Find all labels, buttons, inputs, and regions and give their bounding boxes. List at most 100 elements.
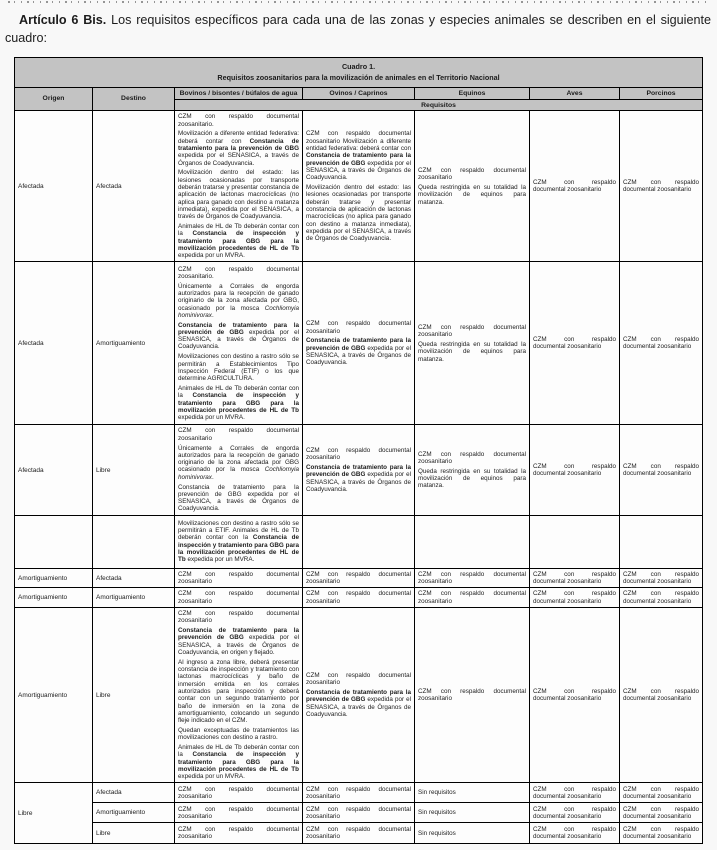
cell-ovinos: CZM con respaldo documental zoosanitario [302,802,415,824]
requirement-paragraph: CZM con respaldo documental zoosanitario [178,427,299,442]
table-row: Afectada Libre CZM con respaldo documental… [14,424,704,516]
column-header-destino: Destino [92,86,175,112]
cell-equinos: Sin requisitos [414,802,530,824]
cell-aves [529,514,620,569]
cell-aves: CZM con respaldo documental zoosanitario [529,424,620,516]
cell-destino: Amortiguamiento [92,261,175,426]
cell-equinos [414,514,530,569]
requirement-paragraph: Animales de HL de Tb deberán contar con … [178,743,300,781]
cell-aves: CZM con respaldo documental zoosanitario [529,587,620,608]
requirement-paragraph: CZM con respaldo documental zoosanitario [533,826,616,841]
requirement-paragraph: CZM con respaldo documental zoosanitario [623,785,700,800]
table-title-line2: Requisitos zoosanitarios para la moviliz… [217,73,500,83]
cell-aves: CZM con respaldo documental zoosanitario [529,782,620,804]
cell-porcinos: CZM con respaldo documental zoosanitario [618,587,704,608]
column-header-porcinos: Porcinos [618,86,704,101]
cell-equinos: CZM con respaldo documental zoosanitario [414,587,530,608]
cell-aves: CZM con respaldo documental zoosanitario [529,606,620,784]
requirement-paragraph: CZM con respaldo documental zoosanitario [178,785,299,800]
cell-ovinos: CZM con respaldo documental zoosanitario [302,567,415,589]
column-header-ovinos: Ovinos / Caprinos [302,86,415,101]
cell-origen: Libre [14,782,93,845]
requirement-paragraph: CZM con respaldo documental zoosanitario [418,166,526,182]
requirement-paragraph: CZM con respaldo documental zoosanitario [418,687,526,703]
requirement-paragraph: CZM con respaldo documental zoosanitario [533,570,616,586]
requirement-paragraph: Únicamente a Corrales de engorda autoriz… [178,444,299,481]
requisitos-table: Cuadro 1. Requisitos zoosanitarios para l… [13,56,704,845]
cell-bovinos: CZM con respaldo documental zoosanitario… [174,424,303,516]
cell-porcinos: CZM con respaldo documental zoosanitario [618,261,704,426]
cell-ovinos: CZM con respaldo documental zoosanitario [302,587,415,608]
requirement-paragraph: CZM con respaldo documental zoosanitario… [306,130,411,182]
cell-destino: Afectada [92,567,175,589]
requirement-paragraph: Animales de HL de Tb deberán contar con … [178,223,300,260]
table-row: Amortiguamiento Libre CZM con respaldo doc… [14,606,704,784]
cell-origen: Amortiguamiento [14,606,93,784]
requirement-paragraph: CZM con respaldo documental zoosanitario [178,826,299,841]
cell-equinos: CZM con respaldo documental zoosanitario… [414,424,530,516]
requirement-paragraph: Movilización dentro del estado: las lesi… [178,169,299,221]
requisitos-header-cell: Requisitos [173,99,704,112]
requirement-paragraph: Al ingreso a zona libre, deberá presenta… [178,658,299,725]
requirement-paragraph: CZM con respaldo documental zoosanitario [533,785,616,800]
requirement-paragraph: CZM con respaldo documental zoosanitario [418,450,526,465]
cell-destino: Libre [92,424,175,516]
requirement-paragraph: CZM con respaldo documental zoosanitario [623,687,700,703]
column-header-equinos: Equinos [414,86,530,101]
cell-ovinos: CZM con respaldo documental zoosanitario… [302,110,415,263]
requirement-paragraph: CZM con respaldo documental zoosanitario [418,570,526,586]
cell-ovinos: CZM con respaldo documental zoosanitario… [302,606,415,784]
cell-porcinos: CZM con respaldo documental zoosanitario [618,110,704,263]
column-header-row: Origen Destino Bovinos / bisontes / búfalo… [14,86,704,112]
cell-destino: Afectada [92,110,175,263]
table-row: Amortiguamiento CZM con respaldo document… [15,802,704,824]
cell-bovinos: CZM con respaldo documental zoosanitario… [174,606,303,784]
cell-bovinos: Movilizaciones con destino a rastro sólo… [174,514,303,569]
article-number: Artículo 6 Bis. [19,13,107,27]
requirement-paragraph: CZM con respaldo documental zoosanitario [623,590,700,605]
cell-aves: CZM con respaldo documental zoosanitario [529,110,620,263]
requirement-paragraph: CZM con respaldo documental zoosanitario [533,336,616,351]
table-row: Libre Afectada CZM con respaldo documental… [14,782,704,845]
requirement-paragraph: Animales de HL de Tb deberán contar con … [178,384,300,422]
cell-destino: Libre [92,822,175,845]
requirement-paragraph: Quedan exceptuadas de tratamientos las m… [178,726,299,742]
requirement-paragraph: CZM con respaldo documental zoosanitario [306,446,411,462]
cell-equinos: CZM con respaldo documental zoosanitario [414,606,530,784]
table-row: Amortiguamiento Afectada CZM con respaldo … [14,567,704,589]
requirement-paragraph: Movilización a diferente entidad federat… [178,130,299,167]
table-body: Afectada Afectada CZM con respaldo documen… [14,110,704,845]
requirement-paragraph: CZM con respaldo documental zoosanitario [418,323,526,339]
cell-bovinos: CZM con respaldo documental zoosanitario [174,802,303,824]
cell-ovinos: CZM con respaldo documental zoosanitario… [302,261,415,426]
cell-origen: Afectada [14,424,93,516]
requirement-paragraph: Sin requisitos [418,829,456,837]
cell-aves: CZM con respaldo documental zoosanitario [529,822,620,845]
table-row: Afectada Amortiguamiento CZM con respaldo … [14,261,704,426]
cell-bovinos: CZM con respaldo documental zoosanitario [174,822,303,845]
requirement-paragraph: Movilización dentro del estado: las lesi… [306,184,411,243]
table-title-line1: Cuadro 1. [341,61,376,71]
cell-porcinos: CZM con respaldo documental zoosanitario [618,606,704,784]
cell-porcinos: CZM con respaldo documental zoosanitario [618,822,704,845]
article-paragraph: Artículo 6 Bis. Los requisitos específic… [5,11,711,48]
requirement-paragraph: CZM con respaldo documental zoosanitario [533,687,616,703]
requirement-paragraph: CZM con respaldo documental zoosanitario [306,320,411,335]
requirement-paragraph: Queda restringida en su totalidad la mov… [418,184,526,206]
cell-bovinos: CZM con respaldo documental zoosanitario [174,782,303,804]
requirement-paragraph: Movilizaciones con destino a rastro sólo… [178,519,299,564]
clipped-previous-text-line [8,0,709,4]
article-text: Los requisitos específicos para cada una… [5,13,711,46]
requirement-paragraph: CZM con respaldo documental zoosanitario [418,590,526,605]
column-header-origen: Origen [14,86,93,112]
requirement-paragraph: CZM con respaldo documental zoosanitario [306,785,411,800]
requirement-paragraph: CZM con respaldo documental zoosanitario [306,590,411,605]
requirement-paragraph: CZM con respaldo documental zoosanitario [623,805,700,820]
cell-ovinos: CZM con respaldo documental zoosanitario [302,822,415,845]
requirement-paragraph: Únicamente a Corrales de engorda autoriz… [178,282,299,319]
requirement-paragraph: CZM con respaldo documental zoosanitario [533,590,616,605]
requirement-paragraph: Constancia de tratamiento para la preven… [306,337,411,367]
requirement-paragraph: Queda restringida en su totalidad la mov… [418,467,526,490]
cell-equinos: CZM con respaldo documental zoosanitario… [414,110,530,263]
